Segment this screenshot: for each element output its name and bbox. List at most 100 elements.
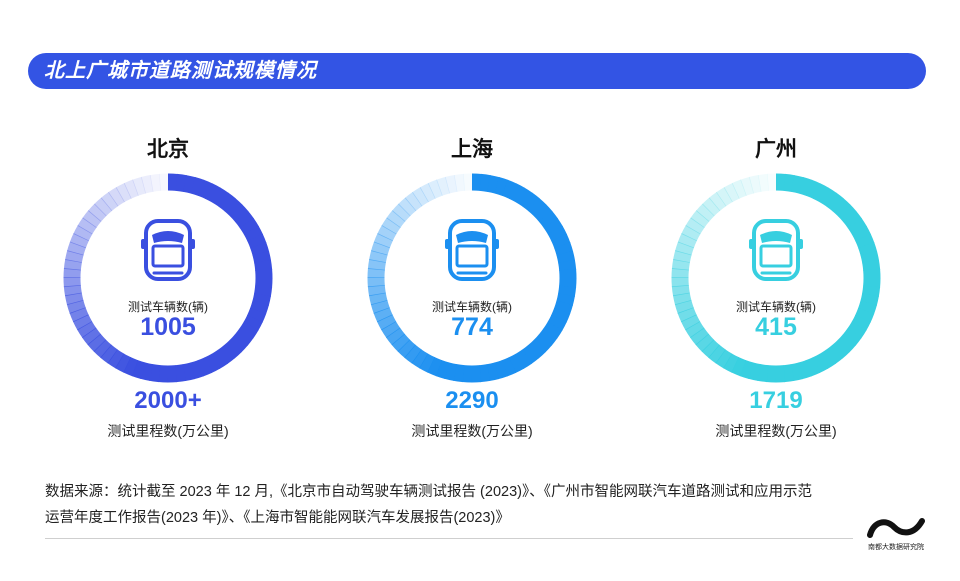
ring-segment [82,210,102,228]
car-icon [141,219,195,281]
ring-segment [508,353,525,374]
ring-segment [819,187,837,207]
ring-segment [398,197,417,217]
ring-segment [831,339,850,359]
ring-segment [805,179,821,199]
ring-segment [224,197,243,217]
ring-segment [197,179,213,199]
ring-segment [515,187,533,207]
ring-segment [701,339,720,359]
ring-segment [391,203,411,222]
mileage-value: 1719 [749,387,803,414]
ring-segment [716,187,733,207]
brand-logo: 南都大数据研究院 [864,515,928,555]
ring-segment [723,353,740,373]
ring-segment [797,360,812,380]
ring-segment [250,242,270,257]
ring-segment [223,339,242,359]
ring-segment [444,174,458,194]
ring-segment [87,203,107,222]
ring-segment [748,174,762,194]
ring-segment [239,218,259,235]
ring-segment [149,173,162,192]
ring-segment [115,182,132,203]
ring-segment [100,191,119,212]
ring-segment [204,183,221,203]
ring-segment [123,179,139,199]
ring-segment [501,357,517,377]
ring-segment [412,187,429,207]
ring-segment [65,250,84,263]
ring-segment [218,192,236,212]
ring-segment [486,362,500,382]
ring-segment [740,176,755,196]
mileage-label: 测试里程数(万公里) [411,423,533,439]
vehicle-count-label: 测试车辆数(辆) [736,300,816,314]
ring-segment [543,218,563,235]
ring-segment [367,259,386,271]
ring-segment [189,360,204,380]
car-icon [445,219,499,281]
source-line-2: 运营年度工作报告(2023 年)》、《上海市智能能网联汽车发展报告(2023)》 [45,510,510,526]
ring-segment [522,192,540,212]
ring-segment [175,173,187,192]
ring-segment [371,241,391,256]
ring-segment [419,353,436,373]
ring-segment [782,364,795,383]
ring-segment [254,285,273,297]
vehicle-count-value: 415 [755,313,797,341]
ring-segment [100,344,118,364]
ring-segment [862,285,881,297]
ring-segment [533,204,553,223]
ring-segment [739,359,754,379]
ring-segment [131,359,146,379]
ring-segment [551,233,571,249]
ring-segment [528,197,547,217]
ring-segment [211,187,229,207]
vehicle-count-value: 774 [451,313,493,341]
ring-segment [515,349,532,369]
ring-segment [673,250,692,263]
ring-segment [63,284,82,297]
ring-segment [107,349,125,369]
ring-segment [381,217,401,235]
ring-segment [858,242,878,257]
ring-segment [197,357,213,377]
ring-segment [132,176,147,196]
ring-segment [501,179,517,199]
ring-segment [715,349,733,369]
mileage-label: 测试里程数(万公里) [715,423,837,439]
city-name: 北京 [147,138,189,161]
ring-segment [494,177,509,197]
ring-segment [508,183,525,203]
ring-segment [757,173,770,192]
ring-segment [681,225,701,242]
ring-segment [419,182,436,203]
ring-segment [690,210,710,228]
ring-segment [411,349,429,369]
ring-segment [453,173,466,192]
ring-segment [790,362,804,382]
ring-segment [812,183,829,203]
ring-segment [479,173,491,192]
ring-segment [73,225,93,242]
ring-segment [204,353,221,374]
ring-segment [67,241,87,256]
city-panel-guangzhou: 广州 测试车辆数(辆) 415 1719 测试里程数(万公里) [656,125,896,445]
ring-segment [825,344,844,365]
ring-segment [493,360,508,380]
data-source-note: 数据来源：统计截至 2023 年 12 月,《北京市自动驾驶车辆测试报告 (20… [45,479,925,531]
ring-segment [671,259,690,271]
ring-segment [369,250,388,263]
ring-segment [183,175,196,194]
city-name: 上海 [451,138,493,161]
ring-segment [805,357,821,377]
ring-segment [373,233,393,249]
ring-segment [108,187,125,207]
mileage-ring [367,173,577,383]
ring-segment [397,339,416,359]
ring-segment [211,349,228,369]
ring-segment [757,364,769,383]
ring-segment [247,233,267,249]
ring-segment [862,259,881,272]
